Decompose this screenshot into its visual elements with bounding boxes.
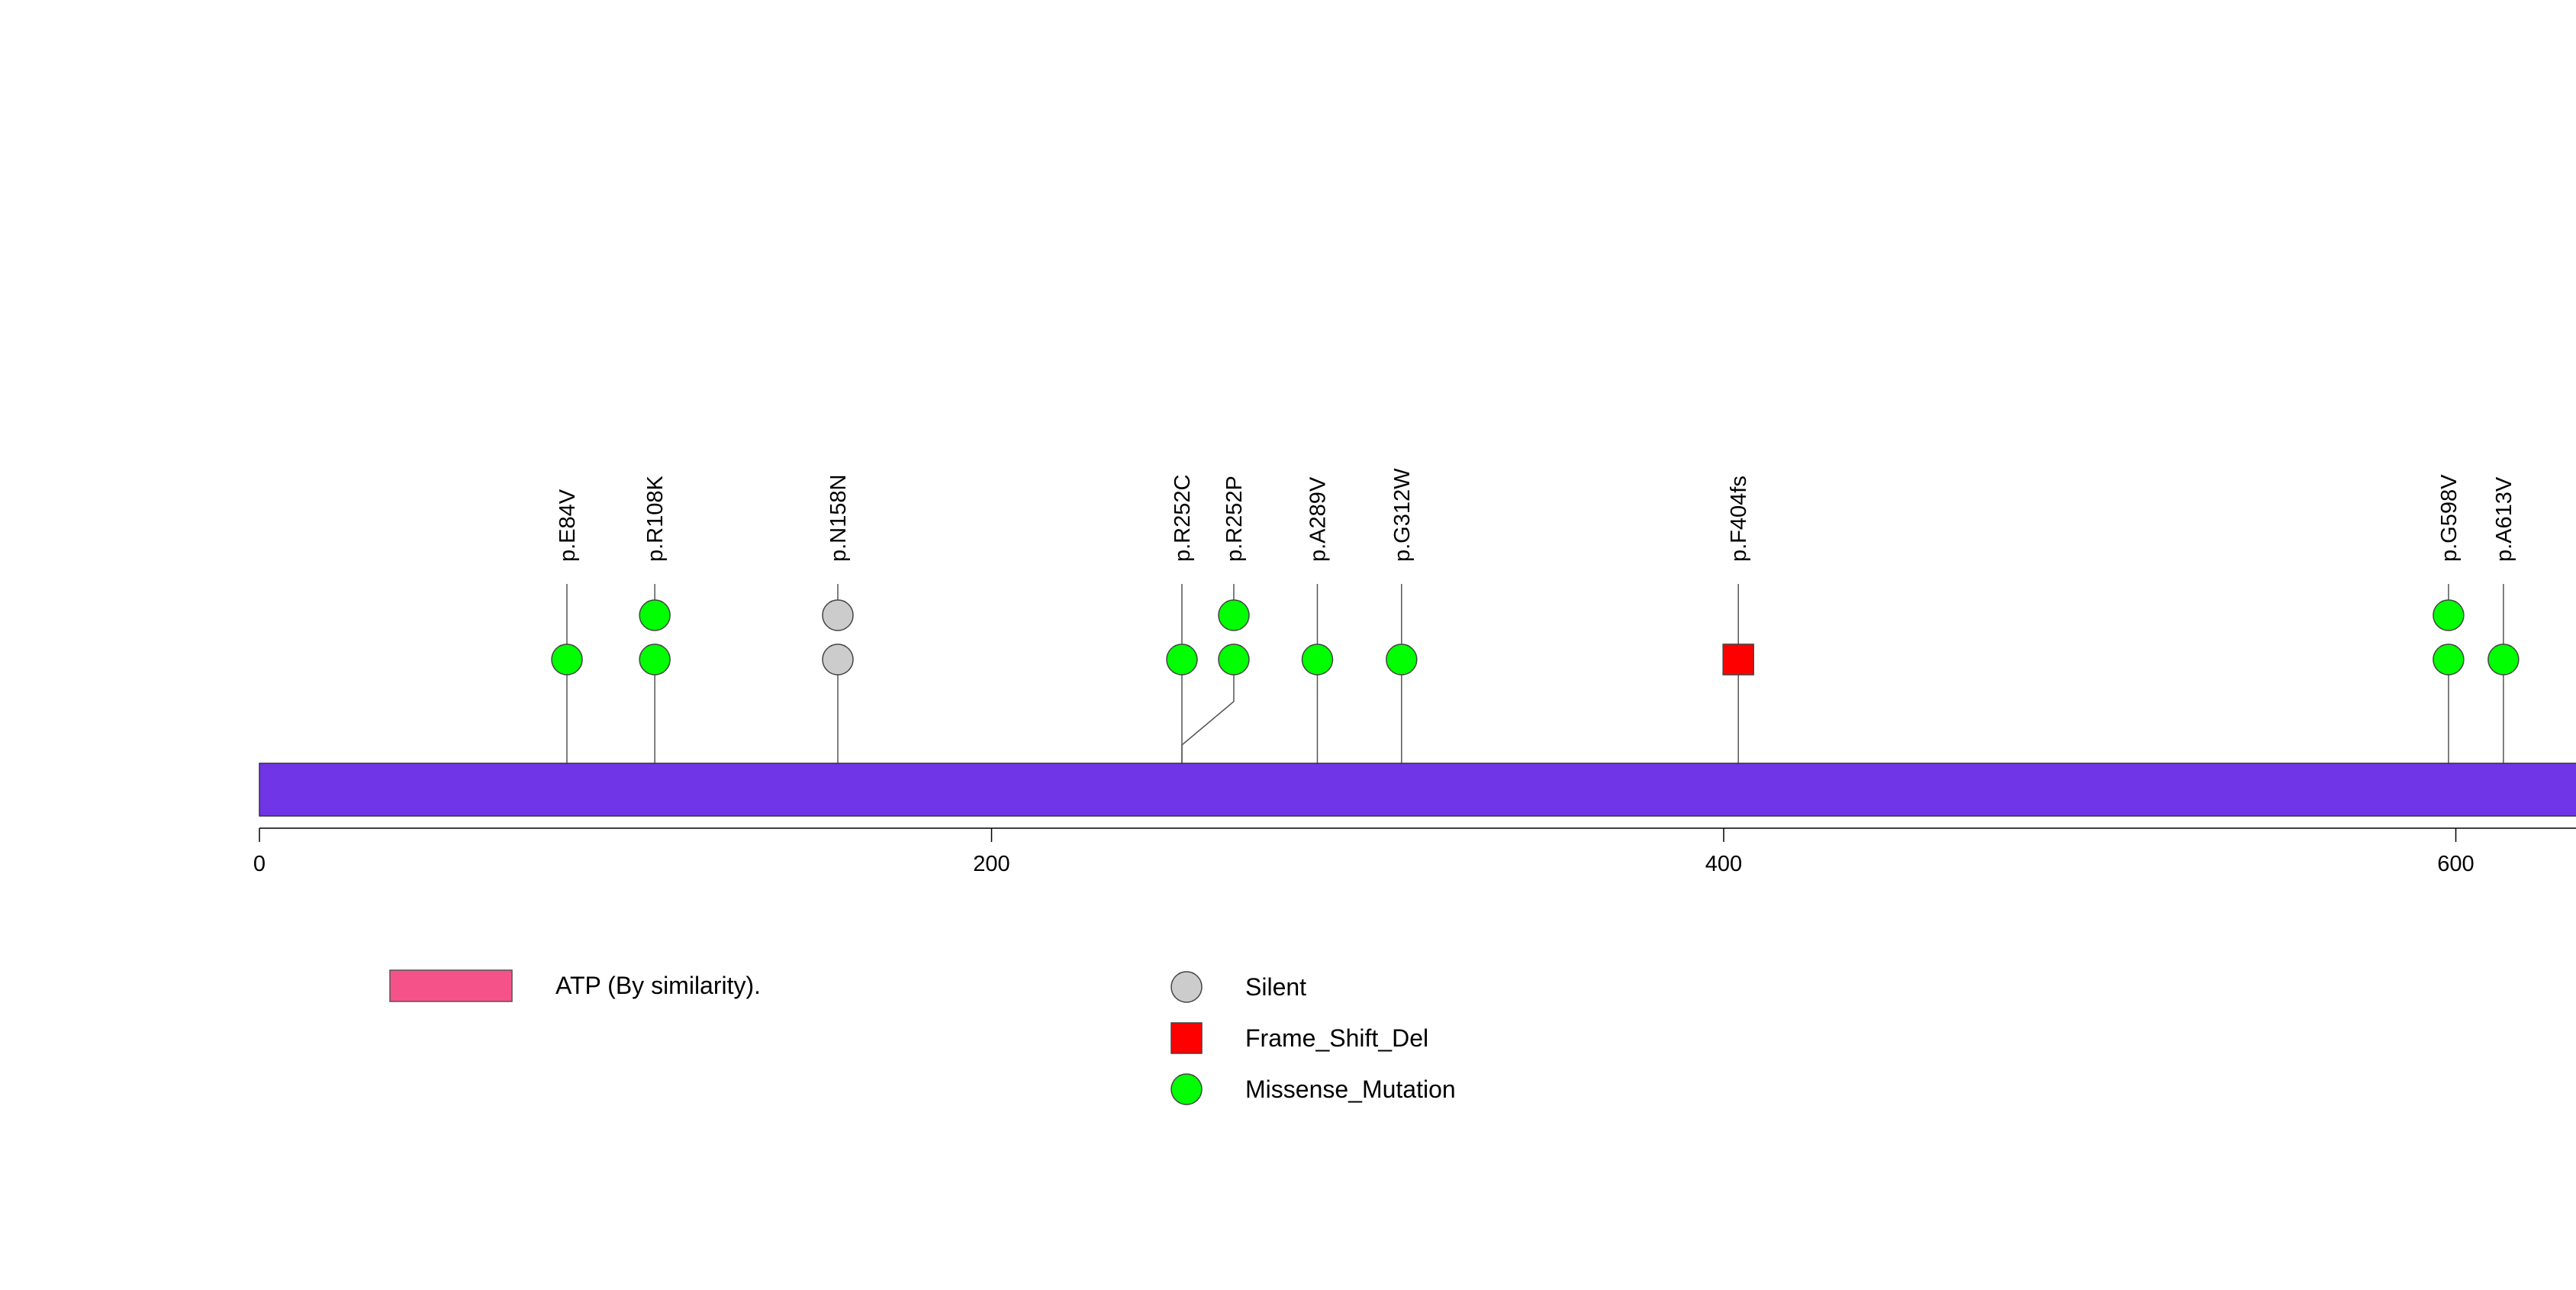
stem-connector (1181, 660, 1235, 763)
mutation-marker-circle (1386, 643, 1418, 676)
mutation-marker-square (1722, 643, 1754, 676)
mutation-marker-circle (822, 599, 854, 631)
mutation-marker-circle (639, 643, 671, 676)
legend-domain-label: ATP (By similarity). (555, 972, 761, 999)
legend-missense-label: Missense_Mutation (1245, 1076, 1456, 1103)
mutation-marker-circle (1218, 643, 1250, 676)
mutation-label: p.G312W (1390, 468, 1415, 562)
protein-layer (259, 763, 2576, 817)
mutation-marker-circle (551, 643, 583, 676)
mutation-label-layer: p.E84V p.R108K p.N158N p.R252C p.R252P p.A289… (555, 468, 2516, 562)
axis-tick-label: 200 (973, 852, 1009, 876)
legend: ATP (By similarity). Silent Frame_Shift_… (389, 969, 1456, 1105)
mutation-label: p.G598V (2437, 474, 2462, 562)
mutation-label: p.N158N (826, 475, 851, 562)
legend-silent-icon (1170, 971, 1203, 1003)
axis-tick-label: 400 (1705, 852, 1742, 876)
legend-frameshift-icon (1170, 1022, 1203, 1054)
mutation-label: p.F404fs (1727, 476, 1751, 562)
axis-tick-label: 600 (2437, 852, 2474, 876)
legend-missense-icon (1170, 1073, 1203, 1105)
mutation-label: p.A289V (1306, 476, 1330, 562)
mutation-marker-circle (2433, 599, 2465, 631)
mutation-marker-circle (822, 643, 854, 676)
legend-frameshift-label: Frame_Shift_Del (1245, 1024, 1428, 1052)
mutation-marker-circle (2433, 643, 2465, 676)
mutation-label: p.R108K (643, 475, 668, 562)
axis-tick-label: 0 (253, 852, 266, 876)
mutation-label: p.E84V (555, 489, 580, 562)
x-axis: 020040060080010001200 (253, 827, 2576, 876)
mutation-marker-circle (1166, 643, 1198, 676)
mutation-label: p.R252P (1222, 476, 1247, 562)
marker-layer (551, 599, 2520, 676)
mutation-marker-circle (1218, 599, 1250, 631)
mutation-label: p.A613V (2492, 476, 2516, 562)
mutation-label: p.R252C (1170, 475, 1195, 562)
protein-bar (259, 763, 2576, 817)
mutation-marker-circle (2487, 643, 2520, 676)
mutation-marker-circle (1301, 643, 1334, 676)
legend-silent-label: Silent (1245, 973, 1306, 1001)
mutation-marker-circle (639, 599, 671, 631)
legend-domain-swatch (389, 969, 513, 1002)
